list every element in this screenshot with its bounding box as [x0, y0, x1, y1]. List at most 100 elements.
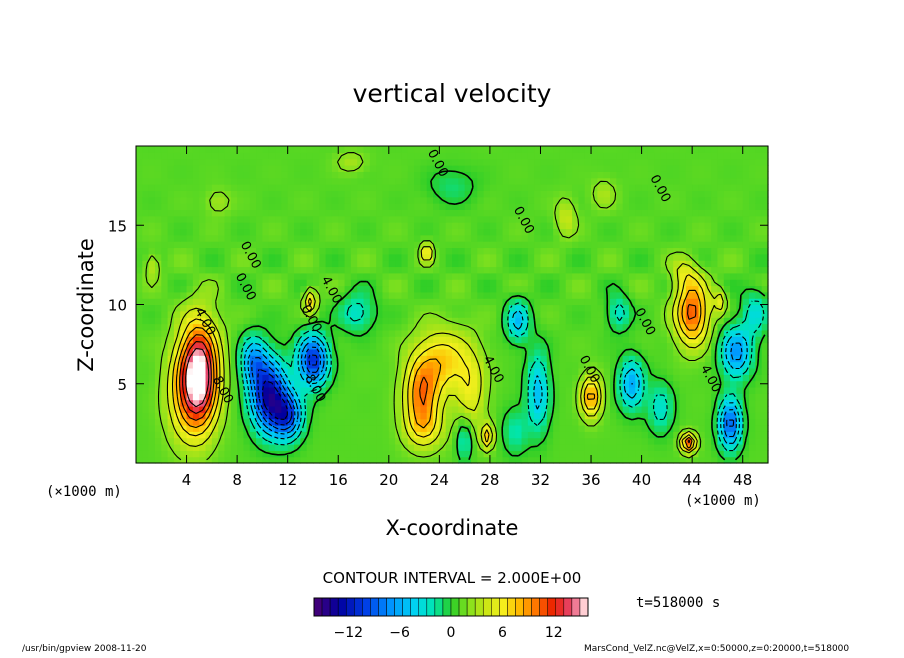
heatmap-cell [312, 291, 320, 299]
heatmap-cell [534, 228, 542, 236]
heatmap-cell [350, 260, 358, 268]
heatmap-cell [628, 361, 636, 369]
heatmap-cell [382, 361, 390, 369]
heatmap-cell [597, 209, 605, 217]
heatmap-cell [749, 196, 756, 204]
heatmap-cell [312, 310, 320, 318]
heatmap-cell [749, 247, 756, 255]
heatmap-cell [350, 348, 358, 356]
heatmap-cell [610, 241, 617, 249]
heatmap-cell [647, 431, 655, 439]
heatmap-cell [230, 342, 238, 350]
heatmap-cell [363, 424, 371, 432]
heatmap-cell [325, 203, 333, 210]
heatmap-cell [470, 336, 478, 344]
heatmap-cell [275, 158, 282, 166]
heatmap-cell [382, 241, 390, 249]
heatmap-cell [161, 450, 169, 458]
heatmap-cell [755, 399, 763, 407]
heatmap-cell [711, 291, 719, 299]
heatmap-cell [401, 329, 409, 337]
heatmap-cell [761, 215, 769, 223]
heatmap-cell [616, 165, 624, 172]
heatmap-cell [306, 437, 314, 445]
heatmap-cell [610, 196, 617, 204]
heatmap-cell [673, 393, 681, 401]
heatmap-cell [262, 279, 270, 287]
heatmap-cell [249, 177, 257, 185]
heatmap-cell [610, 456, 617, 464]
heatmap-cell [287, 374, 295, 382]
heatmap-cell [470, 386, 478, 394]
heatmap-cell [249, 405, 257, 413]
heatmap-cell [736, 348, 744, 356]
heatmap-cell [224, 253, 232, 261]
heatmap-cell [262, 228, 270, 236]
heatmap-cell [312, 412, 320, 420]
heatmap-cell [660, 165, 668, 172]
heatmap-cell [464, 336, 472, 344]
heatmap-cell [515, 437, 523, 445]
heatmap-cell [262, 222, 270, 230]
heatmap-cell [167, 190, 175, 198]
heatmap-cell [464, 412, 472, 420]
heatmap-cell [704, 272, 712, 280]
heatmap-cell [148, 336, 156, 344]
heatmap-cell [331, 393, 339, 401]
heatmap-cell [496, 424, 504, 432]
heatmap-cell [749, 165, 756, 172]
heatmap-cell [660, 298, 668, 306]
heatmap-cell [268, 260, 276, 268]
heatmap-cell [685, 323, 693, 331]
heatmap-cell [565, 355, 573, 363]
heatmap-cell [641, 146, 649, 153]
heatmap-cell [515, 253, 523, 261]
heatmap-cell [470, 437, 478, 445]
heatmap-cell [369, 374, 377, 382]
heatmap-cell [641, 272, 649, 280]
heatmap-cell [161, 399, 169, 407]
heatmap-cell [161, 386, 169, 394]
heatmap-cell [243, 272, 251, 280]
heatmap-cell [376, 158, 384, 166]
heatmap-cell [673, 443, 681, 451]
heatmap-cell [660, 241, 668, 249]
heatmap-cell [610, 355, 617, 363]
heatmap-cell [445, 171, 453, 179]
heatmap-cell [553, 443, 561, 451]
heatmap-cell [338, 171, 346, 179]
heatmap-cell [742, 386, 750, 394]
heatmap-cell [319, 380, 327, 388]
heatmap-cell [218, 304, 226, 312]
heatmap-cell [584, 443, 592, 451]
heatmap-cell [749, 279, 756, 287]
heatmap-cell [395, 291, 403, 299]
heatmap-cell [275, 374, 282, 382]
heatmap-cell [230, 361, 238, 369]
heatmap-cell [761, 310, 769, 318]
heatmap-cell [173, 405, 181, 413]
heatmap-cell [610, 329, 617, 337]
heatmap-cell [376, 247, 384, 255]
heatmap-cell [647, 393, 655, 401]
heatmap-cell [692, 152, 700, 160]
heatmap-cell [477, 196, 485, 204]
heatmap-cell [306, 342, 314, 350]
heatmap-cell [237, 171, 245, 179]
heatmap-cell [458, 152, 466, 160]
heatmap-cell [717, 241, 725, 249]
heatmap-cell [224, 374, 232, 382]
heatmap-cell [553, 367, 561, 375]
heatmap-cell [161, 323, 169, 331]
heatmap-cell [616, 171, 624, 179]
heatmap-cell [192, 418, 200, 426]
heatmap-cell [470, 298, 478, 306]
heatmap-cell [578, 310, 586, 318]
heatmap-cell [142, 152, 150, 160]
heatmap-cell [262, 437, 270, 445]
heatmap-cell [439, 393, 447, 401]
heatmap-cell [331, 215, 339, 223]
heatmap-cell [584, 298, 592, 306]
heatmap-cell [628, 285, 636, 293]
heatmap-cell [230, 247, 238, 255]
